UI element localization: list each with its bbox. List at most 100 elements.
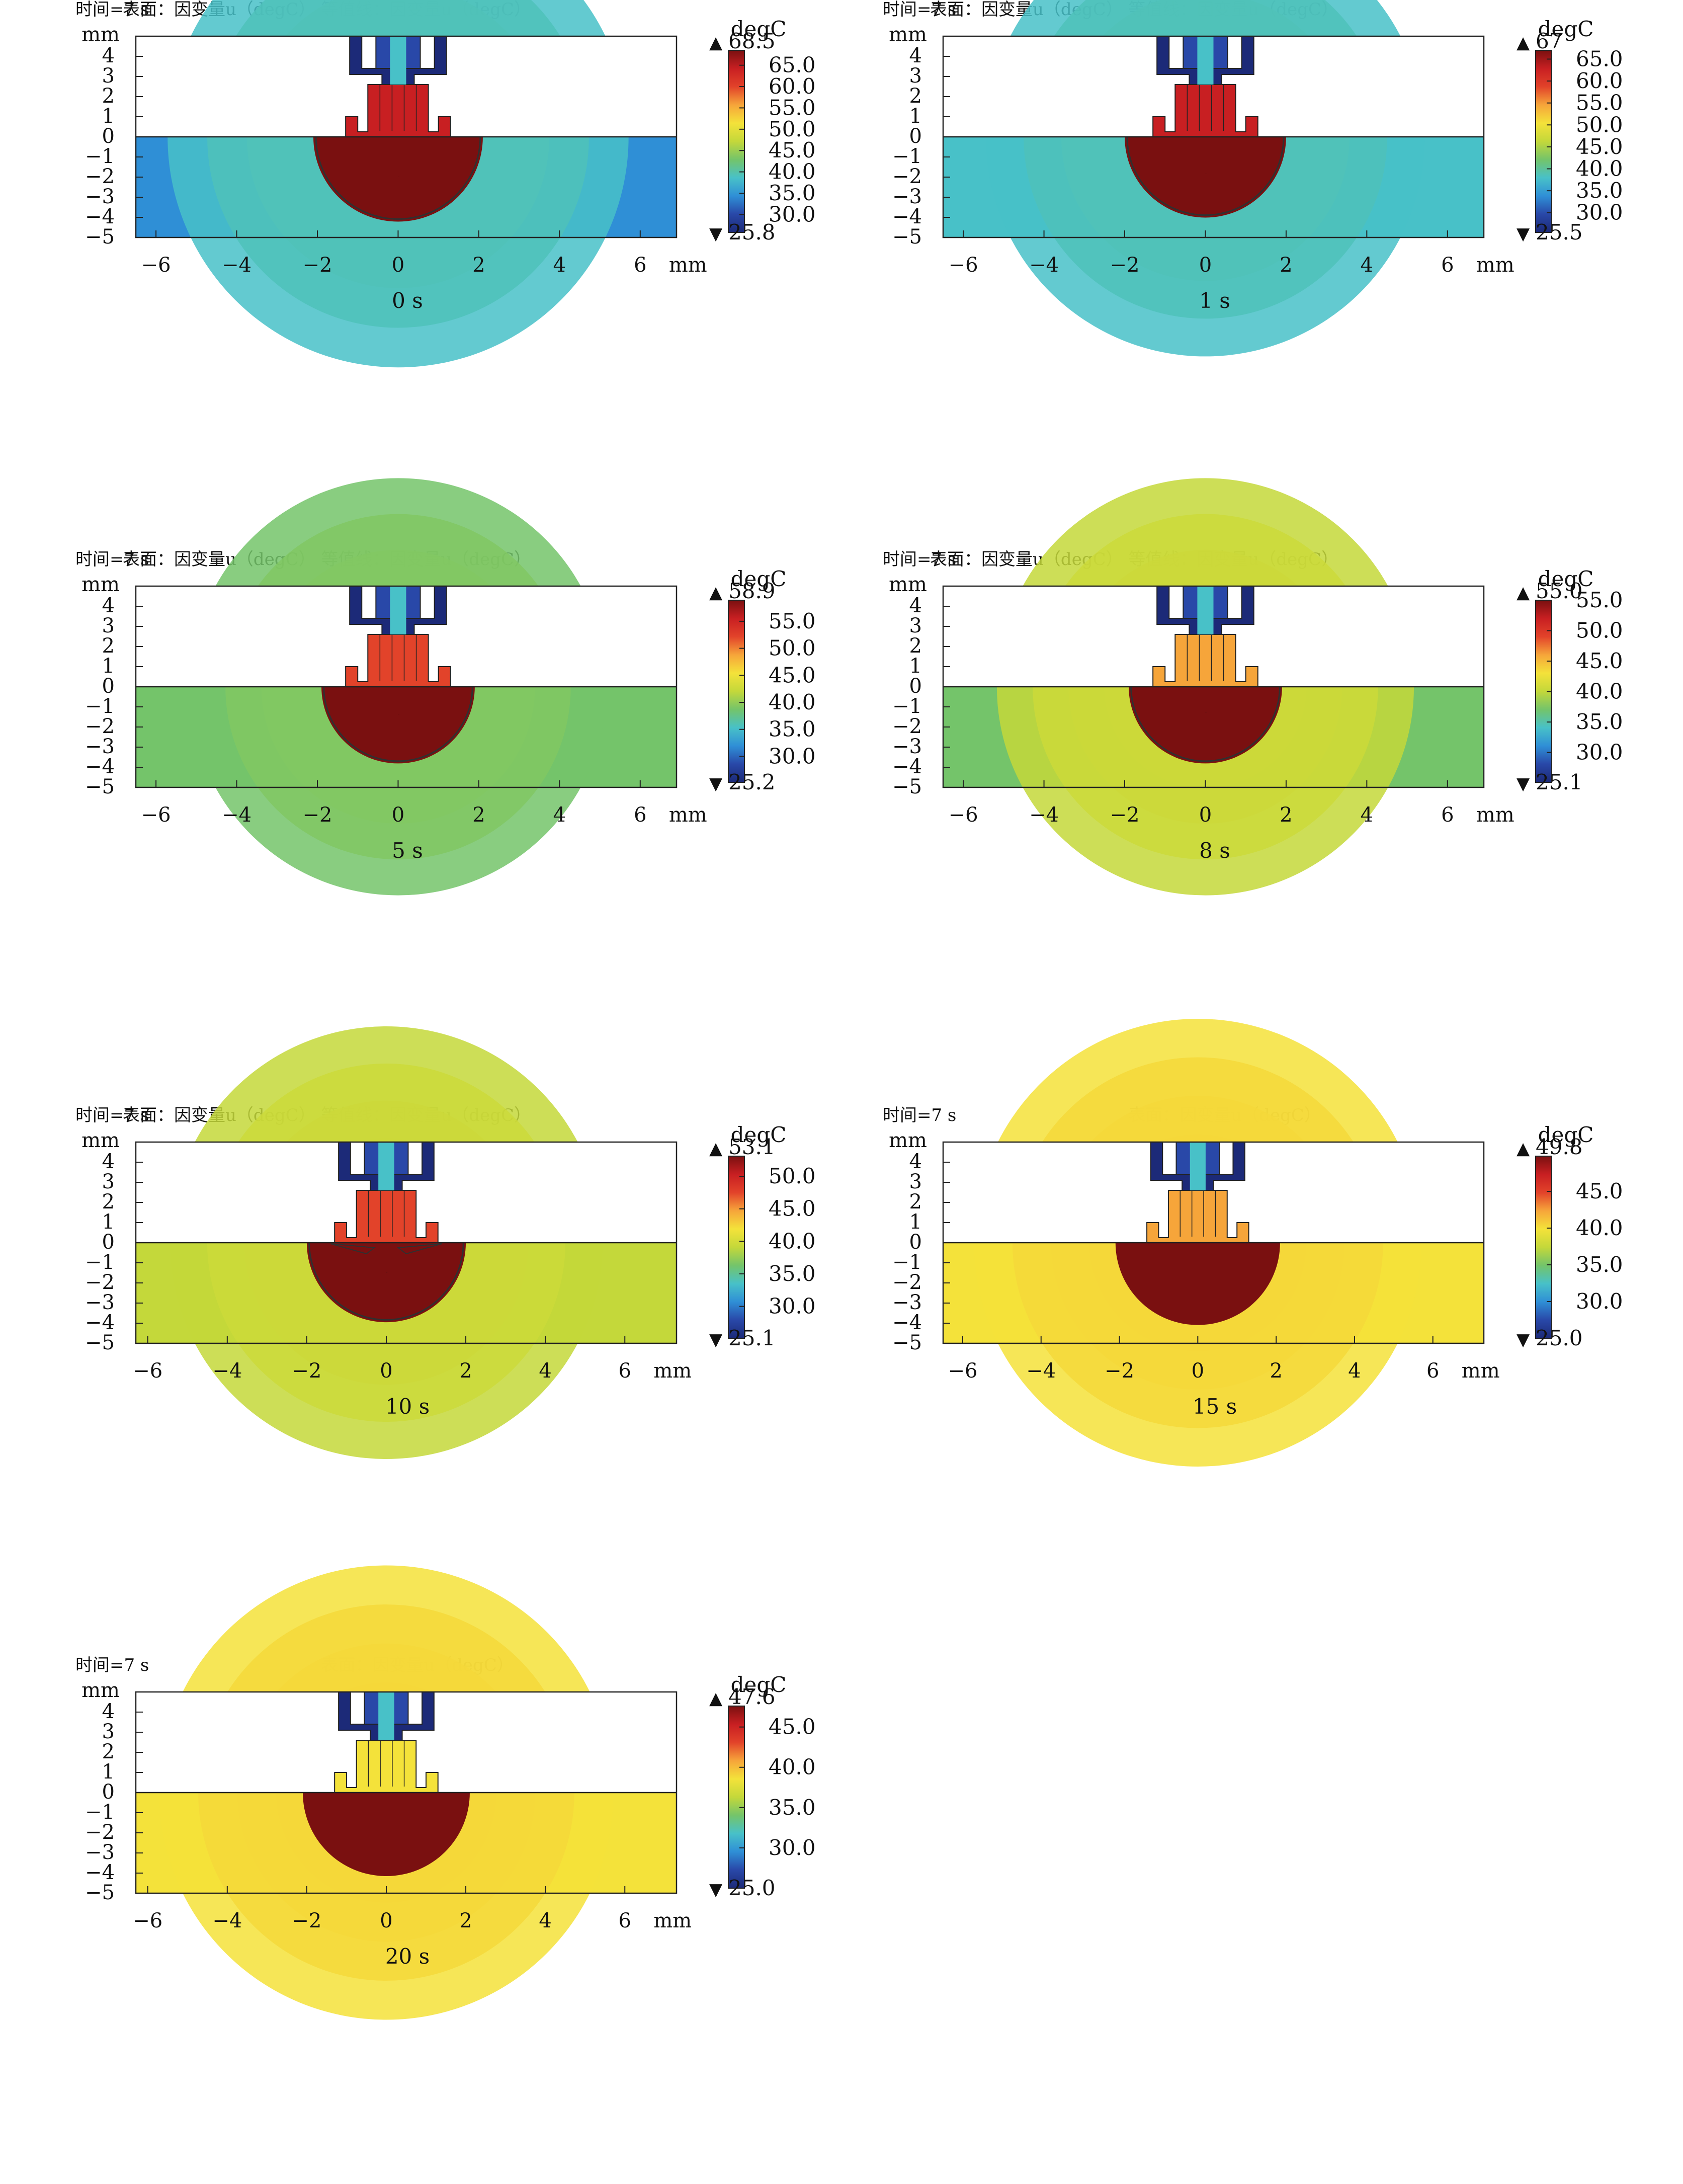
isotherm-contour bbox=[1126, 137, 1285, 216]
colorbar-tick-label: 35.0 bbox=[769, 181, 816, 205]
x-axis-unit: mm bbox=[653, 1909, 692, 1932]
colorbar-unit: degC bbox=[1538, 17, 1594, 41]
probe-handle bbox=[1150, 1142, 1245, 1191]
x-tick-label: −4 bbox=[1029, 803, 1059, 827]
x-tick-label: 0 bbox=[1192, 1359, 1204, 1383]
colorbar-tick-label: 40.0 bbox=[769, 1229, 816, 1253]
contour-level-label: 52.0 bbox=[1205, 712, 1207, 713]
colorbar-max-label: 58.9 bbox=[728, 579, 776, 603]
y-tick-label: −5 bbox=[85, 1881, 115, 1904]
panel-time-label: 时间=7 s bbox=[883, 0, 956, 20]
x-tick-label: −2 bbox=[303, 803, 332, 827]
x-tick-label: 0 bbox=[392, 254, 404, 277]
electrode-body bbox=[334, 1740, 439, 1793]
colorbar-max-label: 68.5 bbox=[728, 29, 776, 53]
colorbar-max-marker: ▲ bbox=[1517, 583, 1530, 603]
y-tick-label: 2 bbox=[909, 634, 922, 658]
y-tick-label: 3 bbox=[102, 1170, 115, 1193]
probe-handle bbox=[349, 586, 447, 635]
x-tick-label: −6 bbox=[133, 1909, 162, 1932]
colorbar-tick-label: 65.0 bbox=[1576, 46, 1623, 71]
y-tick-label: 0 bbox=[909, 1231, 922, 1254]
colorbar-min-label: 25.8 bbox=[728, 220, 776, 245]
y-tick-label: 0 bbox=[102, 675, 115, 698]
y-tick-label: 1 bbox=[909, 1210, 922, 1234]
x-tick-label: −6 bbox=[949, 254, 978, 277]
colorbar-tick-label: 30.0 bbox=[769, 1835, 816, 1860]
x-tick-label: 0 bbox=[392, 803, 404, 827]
panel-time-subtitle: 15 s bbox=[1193, 1394, 1237, 1419]
probe-core bbox=[390, 586, 406, 634]
colorbar-max-marker: ▲ bbox=[709, 1139, 723, 1159]
x-tick-label: −2 bbox=[1105, 1359, 1134, 1383]
probe-handle bbox=[338, 1142, 435, 1191]
y-tick-label: −1 bbox=[85, 695, 115, 718]
isotherm-contour bbox=[315, 137, 481, 220]
x-axis-unit: mm bbox=[653, 1359, 692, 1383]
colorbar-min-marker: ▼ bbox=[709, 1880, 723, 1900]
y-axis-unit: mm bbox=[889, 1129, 927, 1152]
colorbar-tick-label: 50.0 bbox=[769, 636, 816, 661]
y-tick-label: 4 bbox=[102, 1150, 115, 1173]
colorbar-max-label: 53.1 bbox=[728, 1135, 776, 1159]
y-tick-label: 1 bbox=[102, 105, 115, 128]
y-tick-label: −3 bbox=[85, 1291, 115, 1314]
colorbar bbox=[1535, 50, 1552, 233]
isotherm-contour bbox=[308, 1243, 464, 1321]
y-tick-label: −1 bbox=[85, 1801, 115, 1824]
y-axis-unit: mm bbox=[81, 1679, 120, 1702]
y-tick-label: −2 bbox=[892, 165, 922, 188]
y-tick-label: −5 bbox=[85, 1331, 115, 1354]
y-tick-label: 0 bbox=[102, 125, 115, 148]
colorbar-tick-label: 40.0 bbox=[1576, 679, 1623, 704]
x-tick-label: 4 bbox=[539, 1359, 551, 1383]
y-tick-label: −3 bbox=[892, 185, 922, 208]
x-tick-label: 2 bbox=[459, 1909, 472, 1932]
probe-handle bbox=[1156, 36, 1254, 85]
y-tick-label: −2 bbox=[85, 1821, 115, 1844]
colorbar-tick-label: 35.0 bbox=[769, 717, 816, 742]
x-tick-label: −2 bbox=[1110, 803, 1140, 827]
panel-time-subtitle: 8 s bbox=[1199, 838, 1230, 863]
y-tick-label: −4 bbox=[85, 1861, 115, 1884]
y-tick-label: −2 bbox=[85, 1271, 115, 1294]
x-tick-label: −6 bbox=[133, 1359, 162, 1383]
x-tick-label: −4 bbox=[212, 1359, 242, 1383]
x-tick-label: −4 bbox=[212, 1909, 242, 1932]
colorbar-max-marker: ▲ bbox=[709, 33, 723, 53]
y-tick-label: −4 bbox=[85, 755, 115, 778]
x-tick-label: −4 bbox=[1026, 1359, 1056, 1383]
colorbar-max-label: 47.6 bbox=[728, 1684, 776, 1709]
panel-time-label: 时间=7 s bbox=[75, 0, 149, 20]
colorbar-tick-label: 60.0 bbox=[769, 74, 816, 99]
y-tick-label: −2 bbox=[85, 165, 115, 188]
x-tick-label: 2 bbox=[1280, 254, 1292, 277]
y-tick-label: 3 bbox=[909, 64, 922, 88]
y-tick-label: 2 bbox=[909, 85, 922, 108]
colorbar-tick-label: 40.0 bbox=[1576, 1216, 1623, 1240]
electrode-body bbox=[334, 1190, 439, 1243]
y-tick-label: −5 bbox=[892, 1331, 922, 1354]
contour-level-label: 55.0 bbox=[1205, 174, 1207, 175]
colorbar-max-marker: ▲ bbox=[1517, 1139, 1530, 1159]
contour-lobe bbox=[330, 1243, 376, 1255]
x-tick-label: −6 bbox=[141, 803, 171, 827]
panel-time-label: 时间=7 s bbox=[75, 1105, 149, 1125]
x-tick-label: 2 bbox=[472, 803, 485, 827]
colorbar bbox=[728, 1156, 745, 1339]
x-tick-label: 4 bbox=[553, 254, 566, 277]
panel-time-subtitle: 0 s bbox=[392, 288, 423, 313]
x-axis-unit: mm bbox=[1476, 803, 1514, 827]
colorbar-tick-label: 45.0 bbox=[769, 663, 816, 687]
chart-panel: 时间=7 s表面：因变量u（degC） 等值线：因变量u（degC）55.043… bbox=[883, 0, 1623, 357]
colorbar bbox=[1535, 1156, 1552, 1339]
y-tick-label: −4 bbox=[85, 1311, 115, 1334]
electrode-body bbox=[1146, 1190, 1249, 1243]
x-tick-label: 4 bbox=[553, 803, 566, 827]
contour-level-label: 51.0 bbox=[386, 1272, 388, 1273]
x-tick-label: −2 bbox=[1110, 254, 1140, 277]
colorbar-min-marker: ▼ bbox=[709, 1330, 723, 1350]
y-tick-label: 4 bbox=[102, 1700, 115, 1723]
colorbar-unit: degC bbox=[731, 17, 787, 41]
